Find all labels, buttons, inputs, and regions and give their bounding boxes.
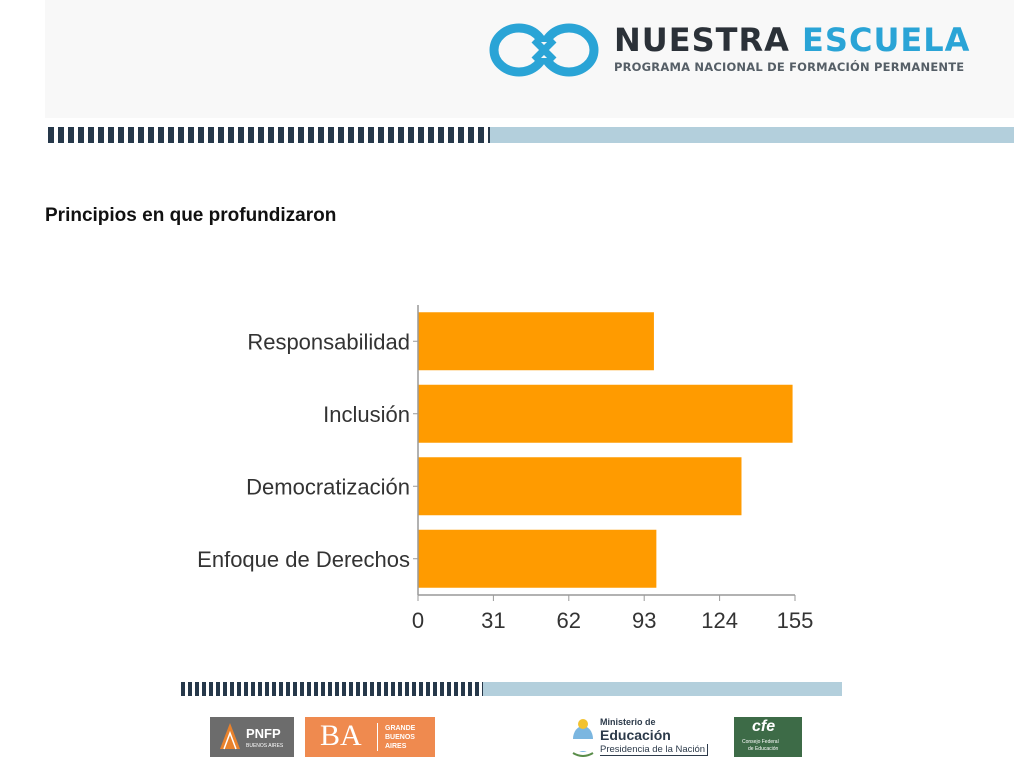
pnfp-logo: PNFP BUENOS AIRES — [210, 717, 294, 757]
chart-x-ticks: 0 31 62 93 124 155 — [412, 595, 813, 633]
logo-title-part1: NUESTRA — [614, 21, 790, 59]
category-label-responsabilidad: Responsabilidad — [247, 329, 410, 354]
chart-category-labels: Responsabilidad Inclusión Democratización E… — [197, 329, 418, 572]
chart-bars — [418, 312, 793, 588]
logo-subtitle: PROGRAMA NACIONAL DE FORMACIÓN PERMANENT… — [614, 60, 965, 74]
header-stripe-solid — [490, 127, 1014, 143]
x-tick-label-124: 124 — [701, 608, 738, 633]
cfe-sub-2: de Educación — [748, 746, 779, 752]
pnfp-label: PNFP — [246, 726, 281, 741]
bar-democratizacion — [418, 457, 742, 516]
ba-sub-1: GRANDE — [385, 725, 416, 732]
x-tick-label-62: 62 — [557, 608, 581, 633]
footer-logos: PNFP BUENOS AIRES BA GRANDE BUENOS AIRES… — [210, 713, 810, 757]
footer-stripe-solid — [483, 682, 842, 696]
header-band — [45, 0, 1014, 118]
ba-label: BA — [320, 719, 362, 752]
bar-responsabilidad — [418, 312, 654, 371]
x-tick-label-93: 93 — [632, 608, 656, 633]
footer-stripe-dashes — [181, 682, 483, 696]
bar-enfoque-de-derechos — [418, 529, 657, 588]
pnfp-mark-icon — [220, 723, 240, 750]
x-tick-label-0: 0 — [412, 608, 424, 633]
cfe-logo: cfe Consejo Federal de Educación — [734, 717, 802, 757]
ba-sub-2: BUENOS — [385, 734, 415, 741]
category-label-democratizacion: Democratización — [246, 474, 410, 499]
ministerio-line2: Educación — [600, 727, 671, 743]
bar-inclusion — [418, 384, 793, 443]
x-tick-label-155: 155 — [777, 608, 814, 633]
category-label-enfoque-de-derechos: Enfoque de Derechos — [197, 547, 410, 572]
ministerio-logo: Ministerio de Educación Presidencia de l… — [570, 717, 720, 757]
bar-chart: Responsabilidad Inclusión Democratización E… — [197, 305, 813, 633]
ba-sub-3: AIRES — [385, 743, 407, 750]
logo-title: NUESTRA ESCUELA — [614, 16, 970, 64]
infinity-logo-icon — [489, 23, 599, 77]
header-stripe-dashes — [48, 127, 490, 143]
ministerio-line1: Ministerio de — [600, 717, 656, 727]
header-stripe — [48, 127, 1014, 143]
logo-title-part2: ESCUELA — [802, 21, 971, 59]
page-title: Principios en que profundizaron — [45, 205, 337, 226]
national-emblem-icon — [572, 719, 594, 757]
ba-divider — [377, 723, 378, 751]
pnfp-sub: BUENOS AIRES — [246, 743, 284, 749]
x-tick-label-31: 31 — [481, 608, 505, 633]
footer-stripe — [181, 682, 842, 696]
ba-logo: BA GRANDE BUENOS AIRES — [305, 717, 435, 757]
ministerio-line3: Presidencia de la Nación — [600, 744, 709, 756]
cfe-sub-1: Consejo Federal — [742, 739, 779, 745]
cfe-label: cfe — [752, 718, 776, 735]
category-label-inclusion: Inclusión — [323, 402, 410, 427]
